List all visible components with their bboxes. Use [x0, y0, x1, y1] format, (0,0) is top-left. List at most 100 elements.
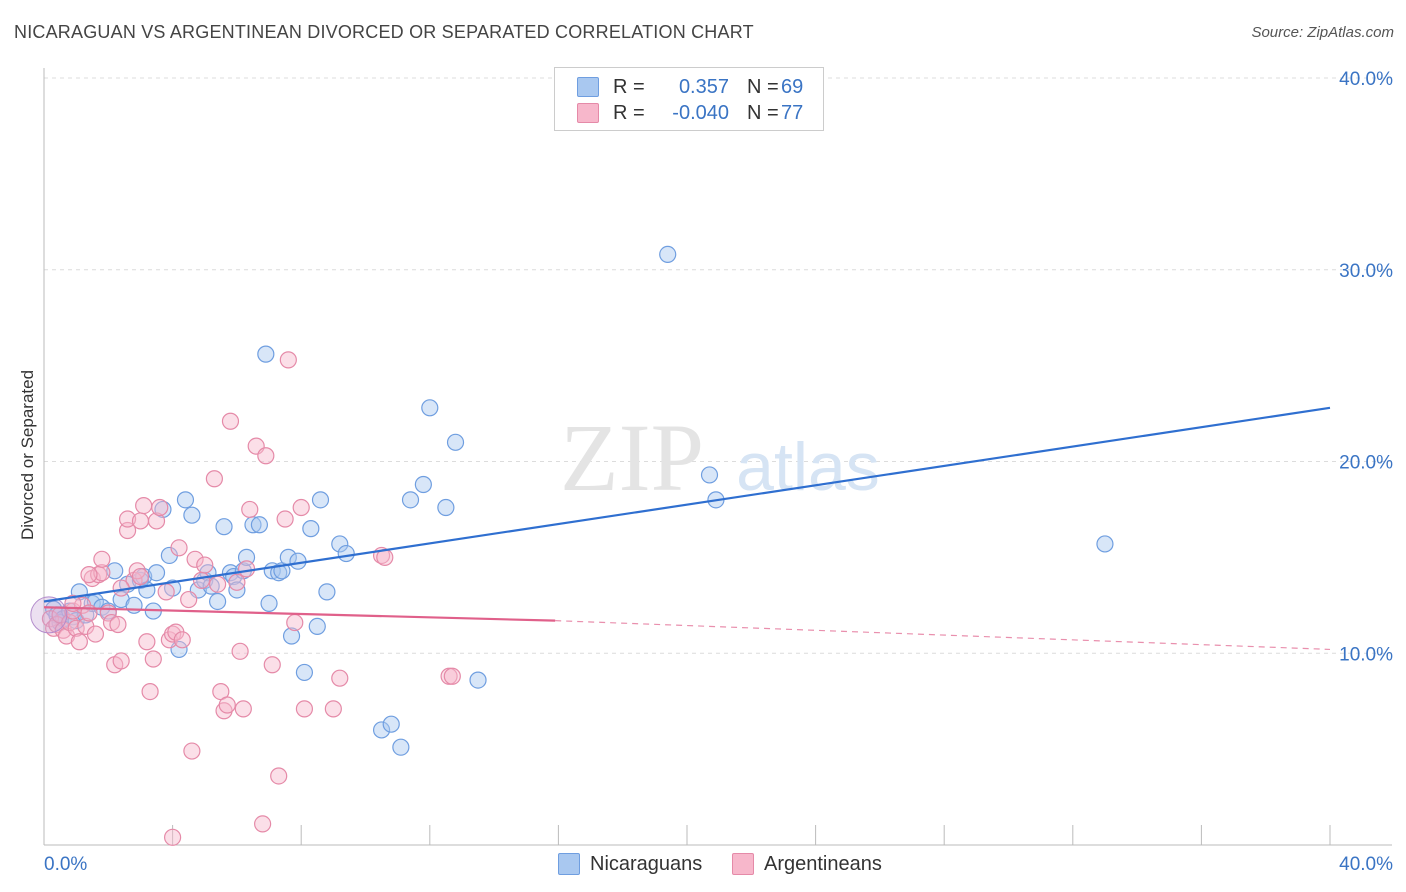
- legend-swatch-nicaraguans: [558, 853, 580, 875]
- legend-r-value: -0.040: [672, 101, 729, 124]
- point-nicaraguans: [659, 245, 677, 264]
- point-argentineans: [93, 564, 111, 582]
- point-nicaraguans: [469, 671, 487, 689]
- point-nicaraguans: [209, 592, 227, 611]
- point-argentineans: [109, 615, 127, 634]
- point-argentineans: [286, 613, 304, 632]
- point-argentineans: [196, 556, 214, 574]
- y-tick-label: 10.0%: [1339, 644, 1393, 665]
- bottom-legend-argentineans[interactable]: Argentineans: [732, 852, 882, 876]
- watermark-atlas: atlas: [736, 429, 880, 505]
- tick-labels: 10.0% 20.0% 30.0% 40.0% 0.0% 40.0%: [44, 69, 1393, 875]
- legend-n-label: N =: [747, 101, 779, 124]
- x-tick-label: 0.0%: [44, 854, 87, 875]
- point-argentineans: [135, 497, 153, 515]
- point-nicaraguans: [250, 516, 269, 534]
- legend-r-value: 0.357: [678, 75, 729, 98]
- point-nicaraguans: [318, 583, 336, 601]
- point-nicaraguans: [308, 617, 326, 636]
- point-argentineans: [221, 412, 240, 430]
- point-nicaraguans: [700, 466, 719, 484]
- point-argentineans: [170, 539, 188, 557]
- point-nicaraguans: [414, 475, 432, 494]
- point-nicaraguans: [282, 627, 301, 645]
- point-nicaraguans: [202, 577, 220, 595]
- point-argentineans: [292, 498, 310, 517]
- point-nicaraguans: [437, 498, 455, 517]
- point-cluster: [30, 596, 68, 634]
- legend-r-label: R =: [613, 75, 645, 98]
- trend-lines: [43, 406, 1331, 651]
- legend-n-value: 77: [781, 101, 804, 124]
- point-argentineans: [86, 625, 105, 643]
- point-argentineans: [138, 633, 156, 651]
- legend-swatch-nicaraguans: [577, 77, 599, 97]
- point-argentineans: [118, 510, 137, 528]
- point-argentineans: [144, 650, 162, 668]
- point-nicaraguans: [260, 594, 278, 612]
- point-argentineans: [276, 510, 294, 528]
- point-nicaraguans: [372, 721, 391, 739]
- point-argentineans: [295, 700, 314, 718]
- point-argentineans: [102, 613, 121, 632]
- point-argentineans: [131, 567, 150, 586]
- point-argentineans: [234, 700, 252, 718]
- point-nicaraguans: [311, 491, 330, 509]
- point-argentineans: [173, 631, 191, 649]
- axes: [43, 68, 1392, 846]
- point-argentineans: [70, 633, 88, 651]
- y-tick-label: 20.0%: [1339, 453, 1393, 474]
- legend-swatch-argentineans: [577, 103, 599, 123]
- point-argentineans: [131, 512, 150, 530]
- point-argentineans: [231, 642, 249, 660]
- point-argentineans: [141, 682, 159, 701]
- point-argentineans: [237, 560, 256, 578]
- point-nicaraguans: [302, 520, 320, 538]
- point-nicaraguans: [401, 491, 420, 509]
- x-tick-label: 40.0%: [1339, 854, 1393, 875]
- point-argentineans: [147, 512, 166, 530]
- legend-n-value: 69: [781, 75, 804, 98]
- point-nicaraguans: [183, 506, 201, 524]
- point-nicaraguans: [392, 738, 410, 756]
- point-argentineans: [254, 815, 272, 833]
- point-nicaraguans: [331, 535, 349, 553]
- point-argentineans: [192, 571, 211, 589]
- trend-line-argentineans: [43, 606, 556, 622]
- point-nicaraguans: [1096, 535, 1114, 553]
- bottom-legend-nicaraguans[interactable]: Nicaraguans: [558, 852, 702, 876]
- legend-n-label: N =: [747, 75, 779, 98]
- point-nicaraguans: [337, 544, 355, 563]
- point-nicaraguans: [106, 562, 124, 580]
- point-argentineans: [151, 498, 169, 517]
- point-argentineans: [157, 583, 175, 601]
- legend-row-nicaraguans: R = 0.357 N = 69: [577, 75, 803, 99]
- point-nicaraguans: [176, 491, 195, 509]
- point-argentineans: [180, 590, 198, 609]
- legend-r-label: R =: [613, 101, 645, 124]
- trend-line-nicaraguans: [43, 406, 1331, 603]
- point-argentineans: [164, 828, 182, 846]
- point-argentineans: [331, 669, 349, 687]
- point-argentineans: [270, 767, 288, 785]
- point-nicaraguans: [215, 518, 233, 536]
- trend-line-dashed-argentineans: [555, 620, 1331, 651]
- legend-label-argentineans: Argentineans: [764, 852, 882, 875]
- point-argentineans: [443, 667, 461, 685]
- y-tick-label: 40.0%: [1339, 69, 1393, 90]
- point-argentineans: [112, 652, 130, 670]
- chart-title: NICARAGUAN VS ARGENTINEAN DIVORCED OR SE…: [14, 22, 754, 42]
- point-argentineans: [80, 566, 98, 584]
- point-argentineans: [186, 550, 204, 568]
- point-argentineans: [324, 700, 342, 718]
- source-label: Source: ZipAtlas.com: [1251, 24, 1394, 41]
- point-argentineans: [205, 470, 223, 488]
- watermark-zip: ZIP: [560, 404, 704, 511]
- point-nicaraguans: [382, 715, 400, 733]
- legend-swatch-argentineans: [732, 853, 754, 875]
- point-nicaraguans: [125, 596, 143, 614]
- point-nicaraguans: [257, 345, 275, 363]
- point-argentineans: [183, 742, 201, 760]
- data-points: [30, 245, 1114, 846]
